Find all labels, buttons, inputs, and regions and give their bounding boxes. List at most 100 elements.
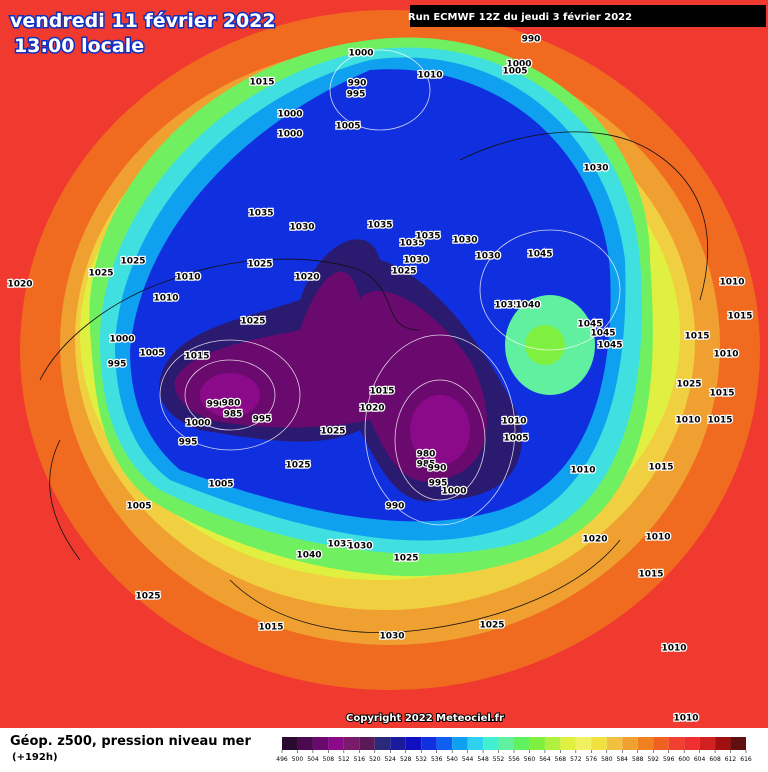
legend-tick-label: 556: [508, 756, 520, 763]
legend-swatch: [622, 737, 638, 750]
legend-tick-label: 512: [338, 756, 350, 763]
legend-swatch: [653, 737, 669, 750]
isobar-label: 1030: [403, 256, 428, 266]
legend-tick-label: 508: [323, 756, 335, 763]
isobar-label: 1035: [248, 209, 273, 219]
legend-swatch: [606, 737, 623, 750]
coastlines: [39, 131, 708, 633]
isobar-label: 1000: [277, 110, 302, 120]
isobar-label: 1030: [583, 164, 608, 174]
isobar-label: 1020: [7, 280, 32, 290]
legend-tick-label: 544: [462, 756, 474, 763]
legend-swatch: [452, 737, 468, 750]
legend-swatch: [436, 737, 453, 750]
legend-swatch: [591, 737, 607, 750]
isobar-label: 1030: [379, 632, 404, 642]
legend-tick-label: 532: [415, 756, 427, 763]
legend-swatch: [374, 737, 391, 750]
isobar-label: 1025: [88, 269, 113, 279]
legend-swatch: [483, 737, 499, 750]
legend-swatch: [560, 737, 576, 750]
legend-swatch: [297, 737, 313, 750]
legend-tick-label: 608: [709, 756, 721, 763]
legend-swatch: [312, 737, 329, 750]
isobar-label: 1035: [367, 221, 392, 231]
isobar-label: 1015: [648, 463, 673, 473]
isobar-label: 1025: [120, 257, 145, 267]
legend-tick-label: 560: [524, 756, 536, 763]
isobar-label: 1010: [175, 273, 200, 283]
isobar-label: 1015: [184, 352, 209, 362]
legend-swatch: [390, 737, 406, 750]
isobar-label: 980: [222, 399, 241, 409]
isobar-label: 1020: [294, 273, 319, 283]
isobar-label: 1000: [506, 60, 531, 70]
legend-swatch: [282, 737, 298, 750]
isobar-label: 985: [224, 410, 243, 420]
isobar-label: 1040: [515, 301, 540, 311]
isobar-label: 990: [522, 35, 541, 45]
isobar-label: 1045: [577, 320, 602, 330]
isobar-label: 1000: [277, 130, 302, 140]
isobar-label: 1015: [727, 312, 752, 322]
isobar-label: 1010: [719, 278, 744, 288]
legend-swatch: [715, 737, 731, 750]
legend-tick-label: 540: [446, 756, 458, 763]
map-time: 13:00 locale: [14, 35, 144, 57]
isobar-label: 1045: [590, 329, 615, 339]
isobar-label: 1005: [208, 480, 233, 490]
legend-swatch: [730, 737, 746, 750]
isobar-label: 1010: [713, 350, 738, 360]
legend-tick-label: 496: [276, 756, 288, 763]
legend-tick-label: 568: [555, 756, 567, 763]
isobar-label: 1000: [441, 487, 466, 497]
isobar-label: 1020: [359, 404, 384, 414]
legend-tick-label: 520: [369, 756, 381, 763]
isobar-label: 1010: [417, 71, 442, 81]
legend-title: Géop. z500, pression niveau mer: [10, 734, 251, 749]
isobar-label: 1005: [126, 502, 151, 512]
legend-swatch: [328, 737, 344, 750]
legend-tick-label: 564: [539, 756, 551, 763]
legend-tick-label: 528: [400, 756, 412, 763]
legend-tick-label: 504: [307, 756, 319, 763]
isobar-label: 1015: [707, 416, 732, 426]
color-scale: 496 500 504 508 512 516 520 524 528 532 536 540 544 5…: [276, 737, 752, 763]
isobar-label: 990: [207, 400, 226, 410]
legend-tick-label: 592: [647, 756, 659, 763]
isobar-label: 1020: [582, 535, 607, 545]
isobar-label: 1025: [479, 621, 504, 631]
copyright: Copyright 2022 Meteociel.fr: [346, 713, 504, 724]
isobar-label: 1010: [501, 417, 526, 427]
isobar-label: 1015: [249, 78, 274, 88]
isobar-label: 1045: [527, 250, 552, 260]
isobar-label: 990: [386, 502, 405, 512]
isobar-label: 1025: [391, 267, 416, 277]
legend-swatch: [637, 737, 654, 750]
isobar-label: 1025: [285, 461, 310, 471]
isobar-label: 1015: [684, 332, 709, 342]
isobar-label: 1025: [240, 317, 265, 327]
isobar-label: 1000: [185, 419, 210, 429]
isobar-label: 1040: [296, 551, 321, 561]
legend-tick-label: 576: [586, 756, 598, 763]
isobar-label: 1030: [289, 223, 314, 233]
isobar-label: 990: [348, 79, 367, 89]
isobar-label: 1035: [327, 540, 352, 550]
isobars: [159, 49, 621, 526]
legend-tick-label: 604: [694, 756, 706, 763]
isobar-label: 990: [428, 464, 447, 474]
isobar-label: 1015: [258, 623, 283, 633]
legend-swatch: [421, 737, 437, 750]
legend-tick-label: 516: [354, 756, 366, 763]
isobar-label: 1025: [676, 380, 701, 390]
legend-swatch: [575, 737, 592, 750]
legend-tick-label: 552: [493, 756, 505, 763]
isobar-label: 1025: [393, 554, 418, 564]
isobar-label: 1030: [475, 252, 500, 262]
lead-time: (+192h): [12, 752, 58, 763]
isobar-label: 1025: [135, 592, 160, 602]
geopotential-fields: [20, 10, 760, 690]
legend-tick-label: 596: [663, 756, 675, 763]
